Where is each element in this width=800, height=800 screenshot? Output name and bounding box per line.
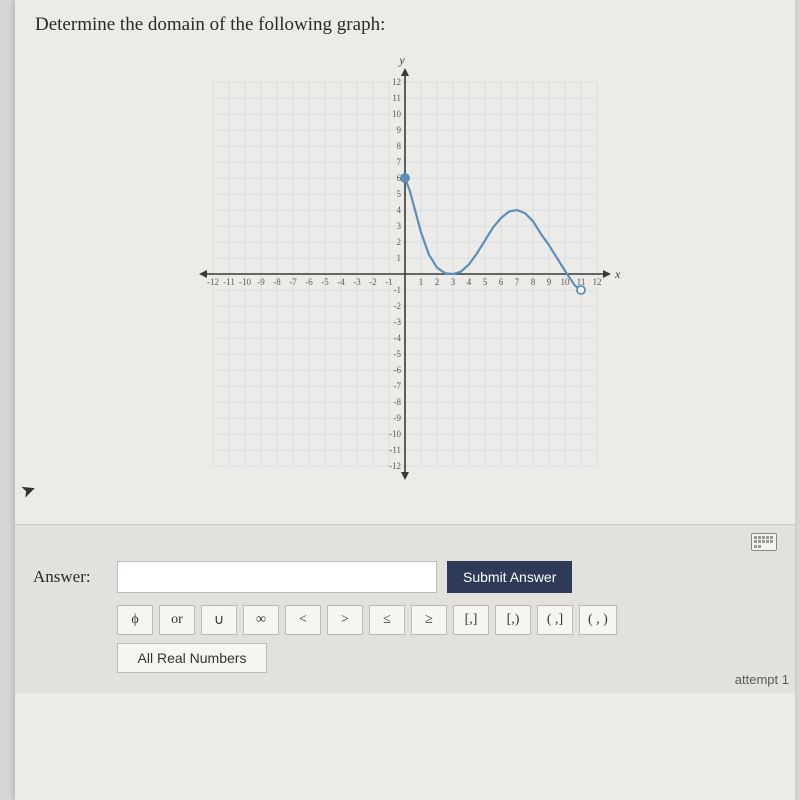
symbol-button[interactable]: ( , ) [579, 605, 617, 635]
symbol-button[interactable]: ϕ [117, 605, 153, 635]
svg-text:-6: -6 [305, 277, 313, 287]
keyboard-icon[interactable] [751, 533, 777, 551]
svg-text:3: 3 [451, 277, 456, 287]
symbol-button[interactable]: ∞ [243, 605, 279, 635]
svg-text:-2: -2 [394, 301, 402, 311]
symbol-button[interactable]: or [159, 605, 195, 635]
symbol-row-1: ϕor∪∞<>≤≥[,][,)( ,]( , ) [117, 605, 777, 635]
svg-text:9: 9 [547, 277, 552, 287]
answer-label: Answer: [33, 567, 107, 587]
svg-text:-12: -12 [207, 277, 219, 287]
symbol-button[interactable]: ( ,] [537, 605, 573, 635]
answer-row: Answer: Submit Answer [33, 561, 777, 593]
svg-text:-11: -11 [389, 445, 401, 455]
svg-text:1: 1 [397, 253, 402, 263]
svg-text:y: y [398, 54, 405, 67]
symbol-button[interactable]: > [327, 605, 363, 635]
answer-panel: Answer: Submit Answer ϕor∪∞<>≤≥[,][,)( ,… [15, 524, 795, 693]
svg-text:-10: -10 [389, 429, 401, 439]
question-page: Determine the domain of the following gr… [15, 0, 795, 800]
svg-text:-9: -9 [394, 413, 402, 423]
svg-text:7: 7 [515, 277, 520, 287]
svg-text:-8: -8 [394, 397, 402, 407]
all-real-numbers-button[interactable]: All Real Numbers [117, 643, 267, 673]
question-text: Determine the domain of the following gr… [35, 14, 775, 36]
graph-container: xy-12-11-10-9-8-7-6-5-4-3-2-112345678910… [35, 54, 775, 494]
svg-text:-10: -10 [239, 277, 251, 287]
svg-text:12: 12 [593, 277, 602, 287]
svg-text:9: 9 [397, 125, 402, 135]
svg-text:1: 1 [419, 277, 424, 287]
svg-text:-8: -8 [273, 277, 281, 287]
svg-text:8: 8 [531, 277, 536, 287]
coordinate-graph: xy-12-11-10-9-8-7-6-5-4-3-2-112345678910… [185, 54, 625, 494]
attempt-text: attempt 1 [735, 672, 789, 687]
symbol-button[interactable]: [,] [453, 605, 489, 635]
svg-text:-4: -4 [337, 277, 345, 287]
submit-button[interactable]: Submit Answer [447, 561, 572, 593]
svg-text:-11: -11 [223, 277, 235, 287]
symbol-button[interactable]: ≥ [411, 605, 447, 635]
svg-text:-3: -3 [394, 317, 402, 327]
symbol-button[interactable]: < [285, 605, 321, 635]
svg-text:5: 5 [397, 189, 402, 199]
svg-text:-7: -7 [394, 381, 402, 391]
svg-text:-7: -7 [289, 277, 297, 287]
svg-text:12: 12 [392, 77, 401, 87]
svg-text:x: x [614, 267, 621, 281]
svg-text:5: 5 [483, 277, 488, 287]
svg-text:-6: -6 [394, 365, 402, 375]
svg-text:10: 10 [392, 109, 402, 119]
svg-text:-1: -1 [385, 277, 393, 287]
svg-text:-3: -3 [353, 277, 361, 287]
svg-text:8: 8 [397, 141, 402, 151]
svg-text:-12: -12 [389, 461, 401, 471]
symbol-button[interactable]: [,) [495, 605, 531, 635]
svg-text:4: 4 [467, 277, 472, 287]
svg-text:-1: -1 [394, 285, 402, 295]
svg-text:-4: -4 [394, 333, 402, 343]
symbol-button[interactable]: ≤ [369, 605, 405, 635]
svg-text:11: 11 [392, 93, 401, 103]
symbol-button[interactable]: ∪ [201, 605, 237, 635]
svg-text:6: 6 [499, 277, 504, 287]
svg-text:2: 2 [397, 237, 402, 247]
answer-input[interactable] [117, 561, 437, 593]
svg-text:3: 3 [397, 221, 402, 231]
svg-text:-9: -9 [257, 277, 265, 287]
svg-text:2: 2 [435, 277, 440, 287]
svg-text:-5: -5 [394, 349, 402, 359]
svg-text:7: 7 [397, 157, 402, 167]
svg-text:4: 4 [397, 205, 402, 215]
svg-text:-2: -2 [369, 277, 377, 287]
svg-text:10: 10 [561, 277, 571, 287]
symbol-row-2: All Real Numbers [117, 643, 777, 673]
svg-text:-5: -5 [321, 277, 329, 287]
